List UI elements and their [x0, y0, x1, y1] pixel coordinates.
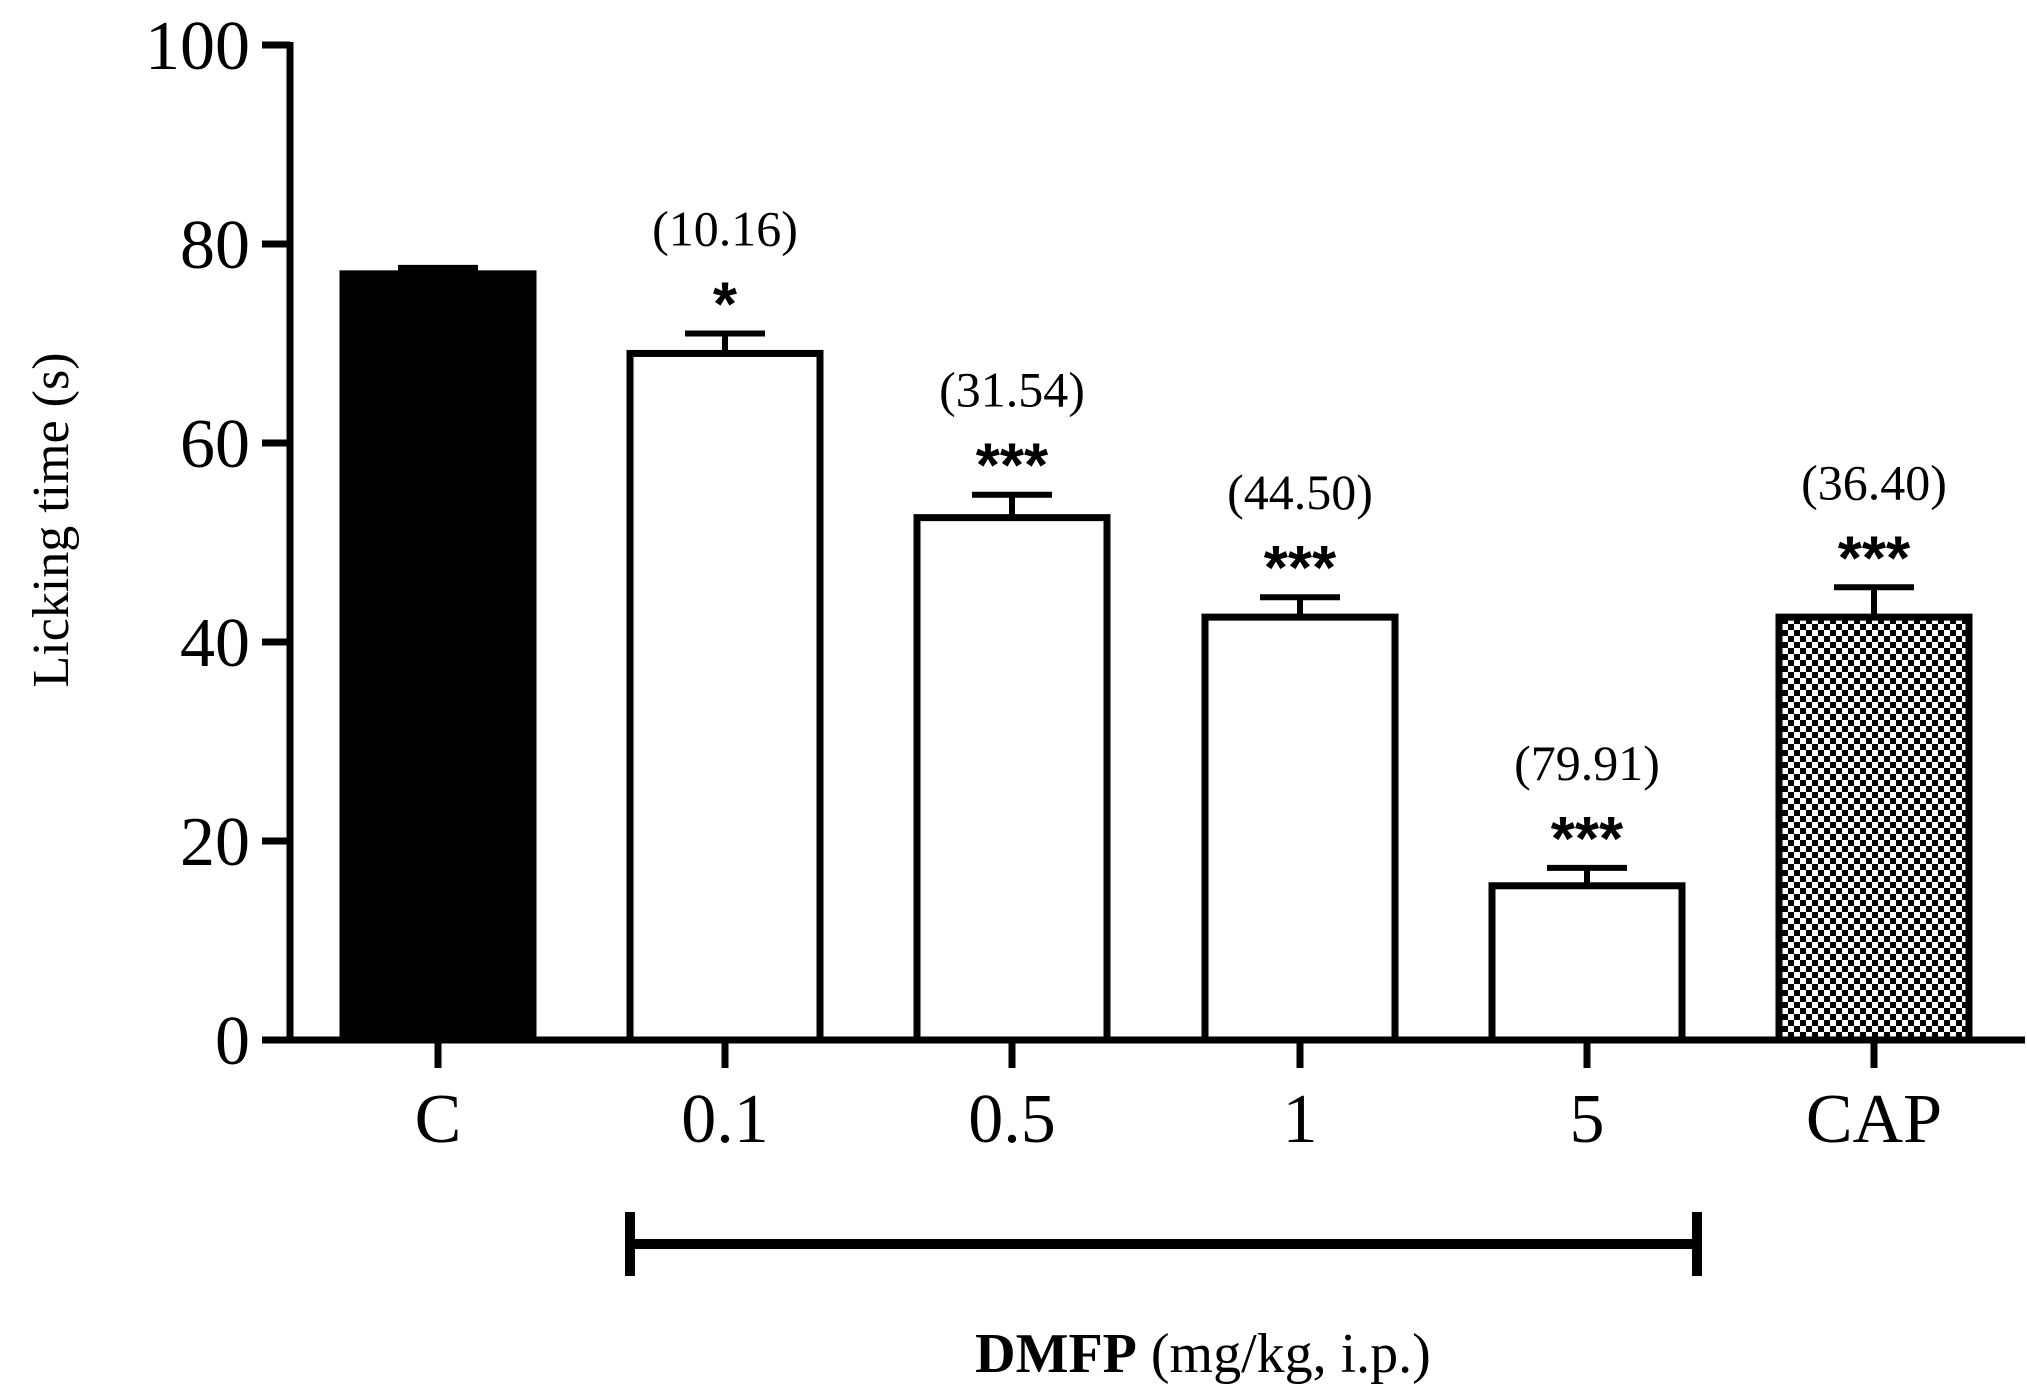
y-ticks: 0 20 40 60 80 100	[145, 8, 290, 1080]
percent-label-5: (36.40)	[1801, 454, 1947, 510]
y-tick-label-60: 60	[180, 406, 250, 483]
x-tick-label-5: CAP	[1806, 1081, 1942, 1158]
bar-0.5	[913, 514, 1111, 1044]
percent-label-2: (31.54)	[939, 362, 1085, 418]
x-tick-label-0: C	[415, 1081, 462, 1158]
significance-label-3: ***	[1264, 534, 1337, 603]
percent-label-4: (79.91)	[1514, 735, 1660, 791]
error-bars	[398, 264, 1914, 886]
dose-group-bracket	[625, 1212, 1702, 1276]
bar-CAP	[1775, 613, 1973, 1044]
significance-label-4: ***	[1551, 805, 1624, 874]
significance-label-5: ***	[1838, 524, 1911, 593]
percent-label-3: (44.50)	[1227, 464, 1373, 520]
x-tick-label-4: 5	[1570, 1081, 1605, 1158]
bar-C	[339, 270, 537, 1044]
bars	[339, 270, 1973, 1044]
x-tick-label-2: 0.5	[968, 1081, 1056, 1158]
x-tick-label-1: 0.1	[681, 1081, 769, 1158]
y-axis-title: Licking time (s)	[23, 352, 80, 687]
x-tick-label-3: 1	[1283, 1081, 1318, 1158]
bar-5	[1488, 882, 1686, 1044]
axes	[286, 42, 2025, 1044]
significance-label-1: *	[713, 271, 738, 340]
y-tick-label-40: 40	[180, 605, 250, 682]
percent-label-1: (10.16)	[652, 201, 798, 257]
y-tick-label-0: 0	[215, 1003, 250, 1080]
y-tick-label-80: 80	[180, 207, 250, 284]
significance-label-2: ***	[976, 432, 1049, 501]
group-title: DMFP (mg/kg, i.p.)	[975, 1323, 1431, 1385]
x-ticks: C 0.1 0.5 1 5 CAP	[415, 1040, 1942, 1158]
group-title-unit: (mg/kg, i.p.)	[1137, 1323, 1431, 1385]
y-tick-label-20: 20	[180, 804, 250, 881]
group-title-bold: DMFP	[975, 1323, 1137, 1385]
bar-1	[1201, 613, 1399, 1044]
bar-0.1	[626, 349, 824, 1044]
y-tick-label-100: 100	[145, 8, 250, 85]
annotations: * (10.16) *** (31.54) *** (44.50) *** (79.91) **…	[652, 201, 1947, 874]
